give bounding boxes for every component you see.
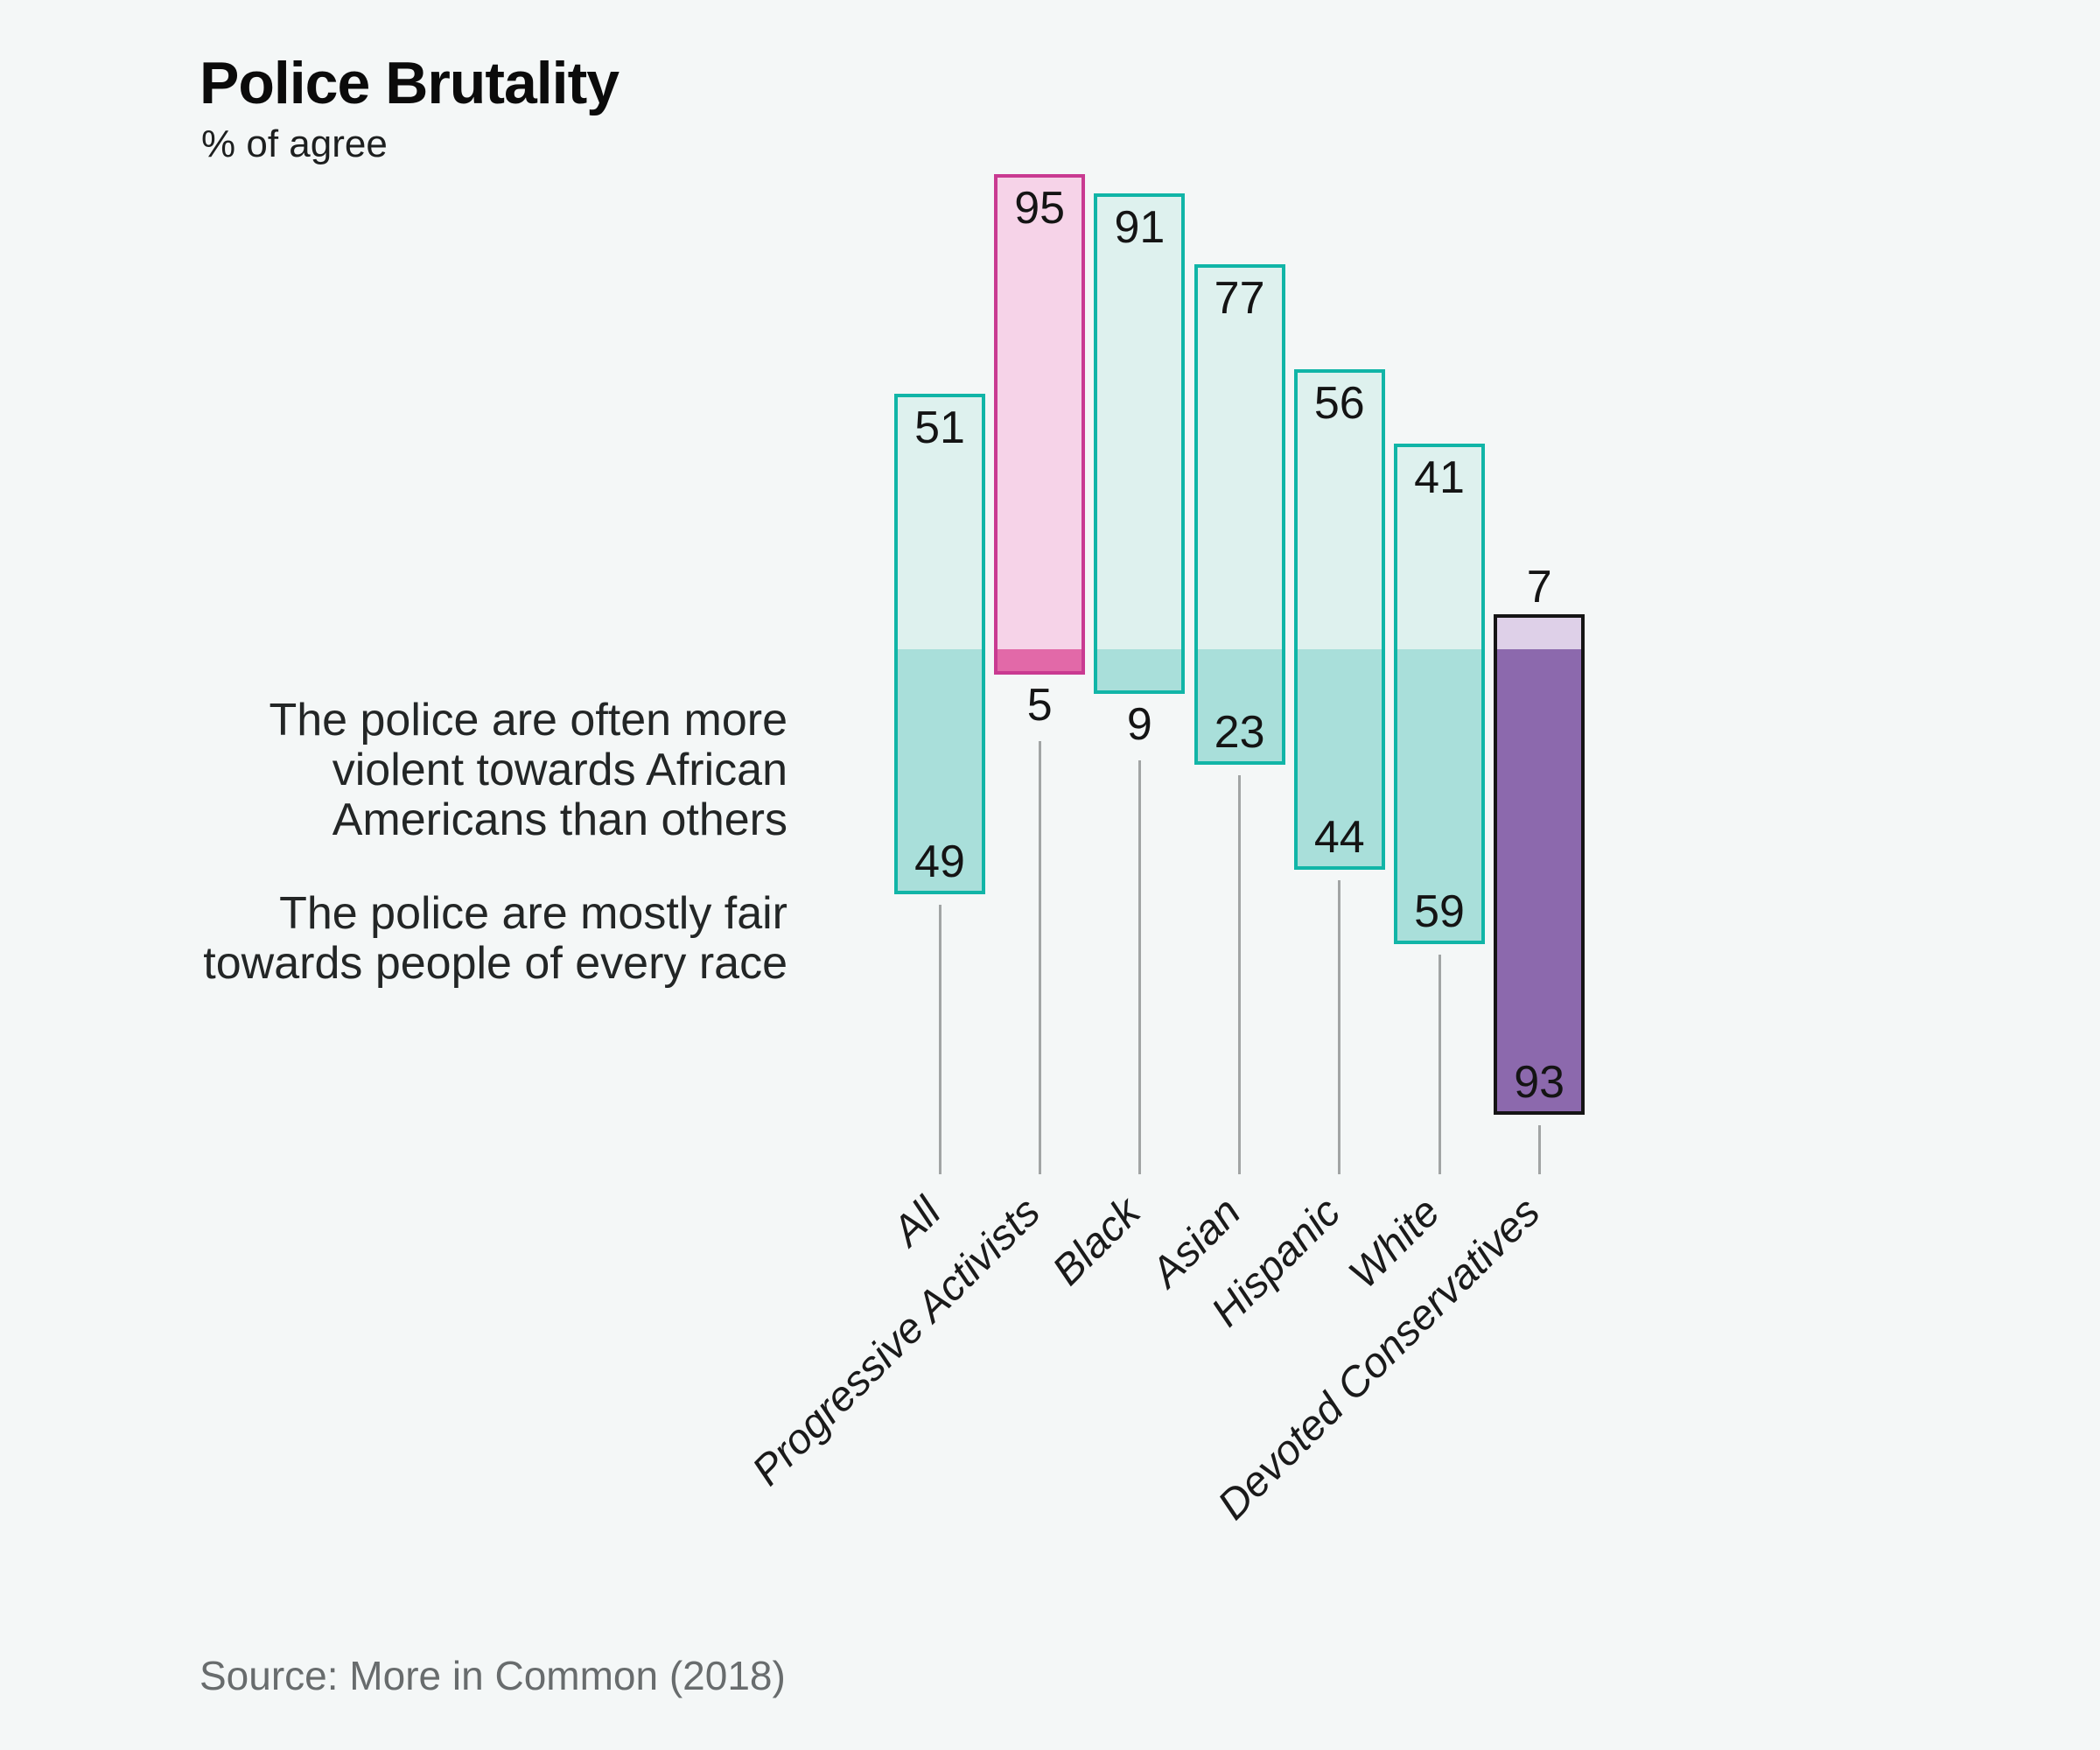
- value-violent-black: 91: [1114, 202, 1166, 254]
- value-violent-devoted-conservatives: 7: [1526, 561, 1552, 612]
- bar-black: [1094, 193, 1186, 695]
- value-fair-black: 9: [1126, 699, 1152, 751]
- bar-segment-violent: [1197, 267, 1282, 649]
- bar-segment-violent: [1397, 447, 1481, 649]
- bar-segment-violent: [1097, 197, 1182, 649]
- leader-line-hispanic: [1338, 879, 1341, 1174]
- bar-segment-fair: [898, 648, 982, 892]
- statement-fair-label: The police are mostly fair towards peopl…: [203, 888, 788, 989]
- value-violent-all: 51: [914, 402, 965, 454]
- value-fair-white: 59: [1414, 886, 1465, 938]
- leader-line-asian: [1238, 774, 1242, 1174]
- source-note: Source: More in Common (2018): [200, 1653, 786, 1698]
- bar-devoted-conservatives: [1494, 613, 1586, 1115]
- value-violent-asian: 77: [1214, 272, 1265, 324]
- bar-all: [894, 394, 985, 895]
- bar-segment-violent: [898, 397, 982, 649]
- bar-segment-fair: [1397, 648, 1481, 942]
- value-violent-progressive-activists: 95: [1014, 182, 1066, 234]
- value-fair-devoted-conservatives: 93: [1514, 1056, 1565, 1108]
- category-label-all: All: [883, 1188, 950, 1255]
- value-fair-all: 49: [914, 836, 965, 888]
- statement-violent-label: The police are often more violent toward…: [269, 695, 788, 845]
- bar-segment-violent: [998, 177, 1082, 649]
- value-fair-progressive-activists: 5: [1026, 679, 1053, 731]
- bar-segment-fair: [1297, 648, 1382, 866]
- bar-segment-violent: [1297, 372, 1382, 649]
- bar-segment-fair: [1097, 648, 1182, 691]
- bar-progressive-activists: [994, 173, 1086, 675]
- bar-hispanic: [1293, 368, 1385, 870]
- value-violent-hispanic: 56: [1313, 377, 1365, 429]
- leader-line-devoted-conservatives: [1537, 1124, 1541, 1174]
- bar-asian: [1194, 263, 1285, 765]
- leader-line-all: [938, 905, 942, 1174]
- value-fair-asian: 23: [1214, 706, 1265, 758]
- value-fair-hispanic: 44: [1313, 811, 1365, 863]
- category-label-black: Black: [1044, 1188, 1150, 1295]
- bar-segment-fair: [998, 648, 1082, 671]
- bar-segment-fair: [1497, 648, 1582, 1111]
- bar-white: [1394, 444, 1485, 945]
- leader-line-progressive-activists: [1038, 740, 1041, 1174]
- leader-line-black: [1138, 760, 1141, 1174]
- chart-subtitle: % of agree: [201, 122, 388, 165]
- bar-segment-fair: [1197, 648, 1282, 761]
- chart-title: Police Brutality: [200, 50, 620, 116]
- value-violent-white: 41: [1414, 452, 1465, 504]
- bar-segment-violent: [1497, 617, 1582, 649]
- leader-line-white: [1438, 955, 1441, 1174]
